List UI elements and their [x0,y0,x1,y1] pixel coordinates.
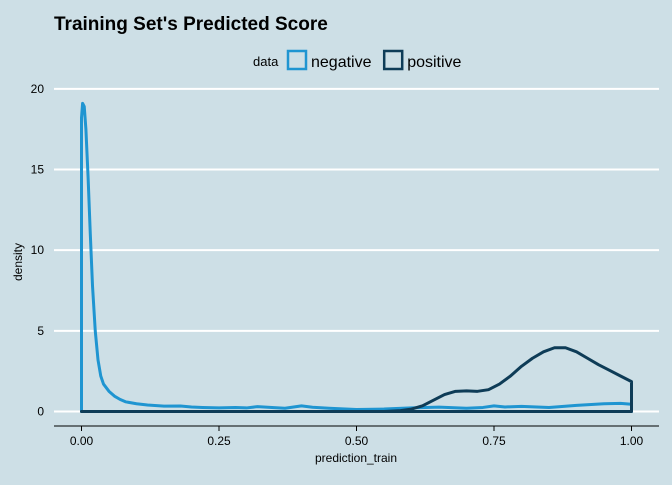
y-tick-label: 20 [31,82,45,96]
legend-swatch-negative [286,49,308,71]
legend-label-positive: positive [407,54,461,71]
x-tick-label: 1.00 [620,434,644,448]
legend-title: data [253,54,279,69]
legend-label-negative: negative [311,54,372,71]
x-tick-label: 0.25 [207,434,231,448]
density-curve-positive [80,346,633,413]
legend: data negative positive [253,49,462,71]
x-tick-label: 0.00 [70,434,94,448]
y-tick-label: 5 [37,324,44,338]
chart-title: Training Set's Predicted Score [54,14,328,35]
legend-swatch-positive [382,49,404,71]
y-tick-label: 0 [37,404,44,418]
y-tick-label: 10 [31,243,45,257]
y-axis-label: density [11,243,25,281]
y-tick-label: 15 [31,163,45,177]
density-curve-negative [80,101,633,413]
x-tick-label: 0.50 [345,434,369,448]
x-axis-label: prediction_train [315,451,397,465]
axes: 0 5 10 15 20 0.00 0.25 0.50 0.75 1.00 [31,82,659,448]
grid [54,87,659,413]
x-tick-label: 0.75 [482,434,506,448]
plot-area [80,101,633,413]
